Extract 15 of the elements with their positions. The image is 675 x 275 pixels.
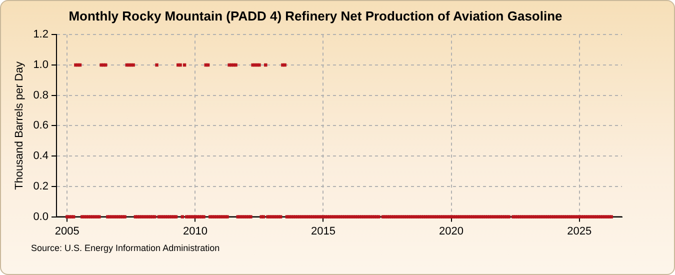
y-tick-label: 0.4 <box>33 150 48 162</box>
chart-title: Monthly Rocky Mountain (PADD 4) Refinery Net Production of Aviation Gasoline <box>68 8 562 24</box>
y-axis-title: Thousand Barrels per Day <box>14 61 26 190</box>
y-tick-label: 0.6 <box>33 120 48 132</box>
x-tick-label: 2025 <box>567 225 592 238</box>
y-tick-label: 1.2 <box>33 28 48 41</box>
y-tick-label: 1.0 <box>33 59 48 71</box>
x-tick-label: 2010 <box>182 225 208 238</box>
source-note: Source: U.S. Energy Information Administration <box>31 243 220 253</box>
x-tick-label: 2005 <box>54 225 80 238</box>
x-tick-label: 2020 <box>439 225 464 238</box>
y-tick-label: 0.0 <box>33 210 48 223</box>
x-tick-label: 2015 <box>311 225 336 238</box>
y-tick-label: 0.2 <box>33 180 48 192</box>
y-tick-label: 0.8 <box>33 89 48 102</box>
